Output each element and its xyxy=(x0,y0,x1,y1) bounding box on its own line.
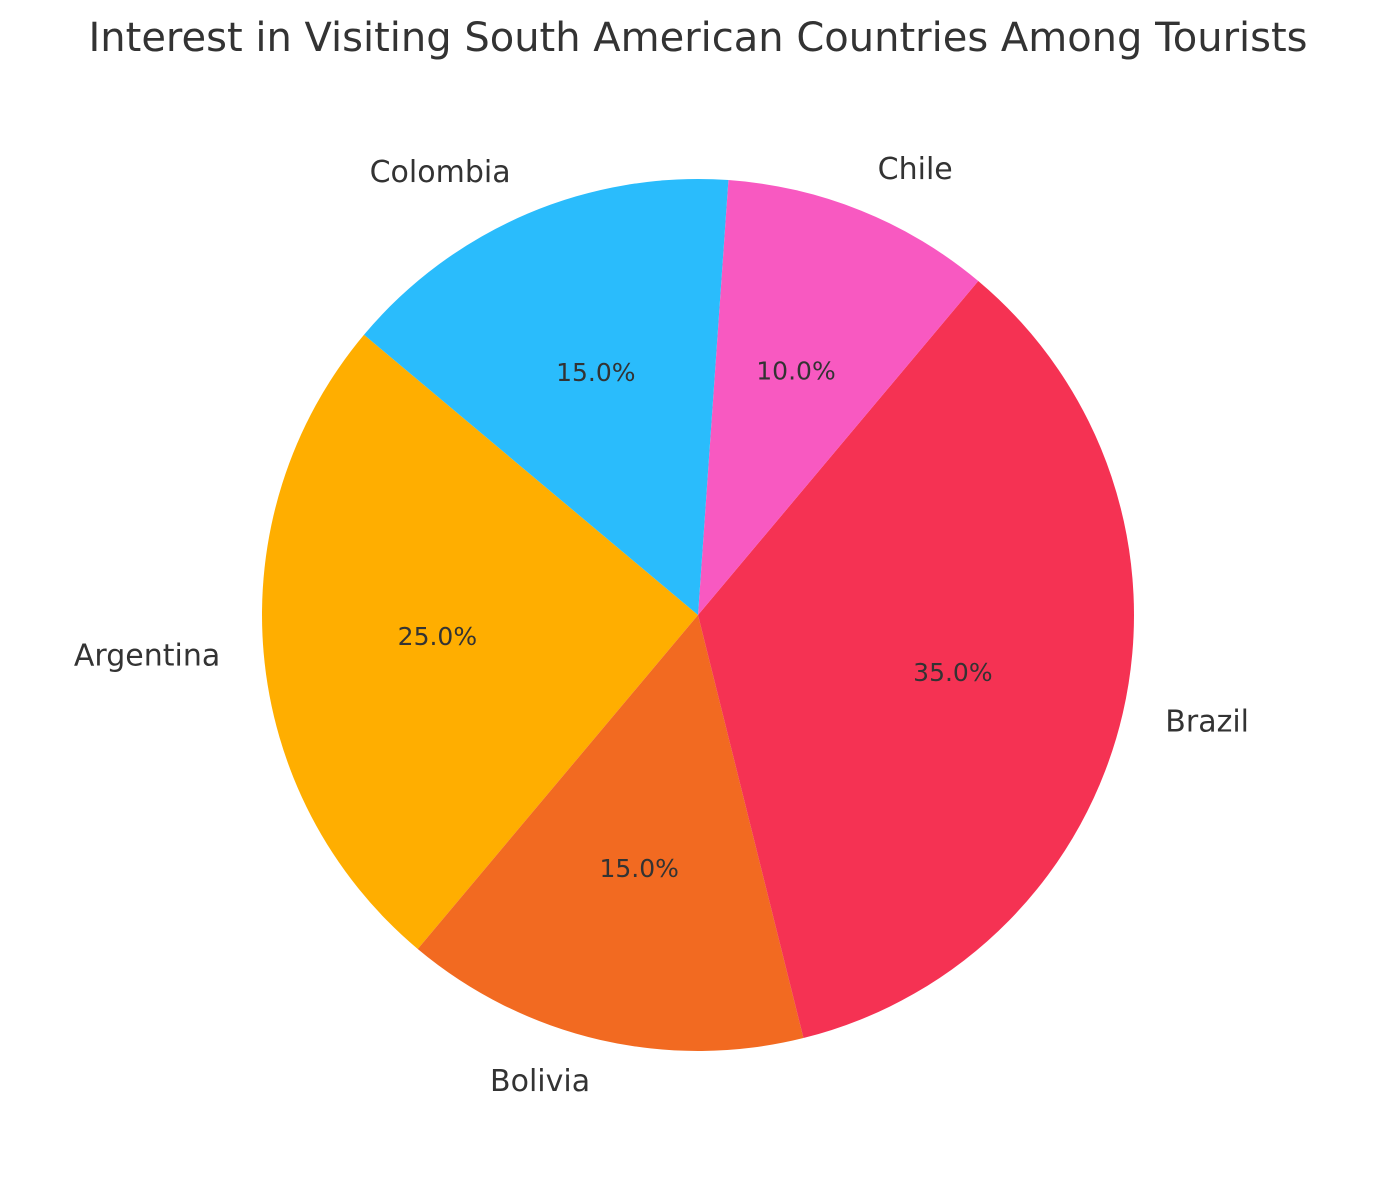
pie-slice xyxy=(364,178,729,615)
value-label: 35.0% xyxy=(913,658,992,687)
pie-slice xyxy=(698,180,979,615)
slice-label: Argentina xyxy=(74,638,220,673)
chart-title: Interest in Visiting South American Coun… xyxy=(88,15,1307,61)
slice-label: Brazil xyxy=(1165,704,1249,739)
pie-slice xyxy=(417,615,804,1051)
value-label: 15.0% xyxy=(556,358,635,387)
pie-slice xyxy=(261,334,698,949)
slice-label: Bolivia xyxy=(490,1064,590,1099)
value-label: 10.0% xyxy=(756,356,835,385)
slice-label: Chile xyxy=(878,152,953,187)
value-label: 25.0% xyxy=(398,622,477,651)
pie-slice xyxy=(698,281,1134,1039)
slice-label: Colombia xyxy=(370,155,511,190)
value-label: 15.0% xyxy=(599,854,678,883)
